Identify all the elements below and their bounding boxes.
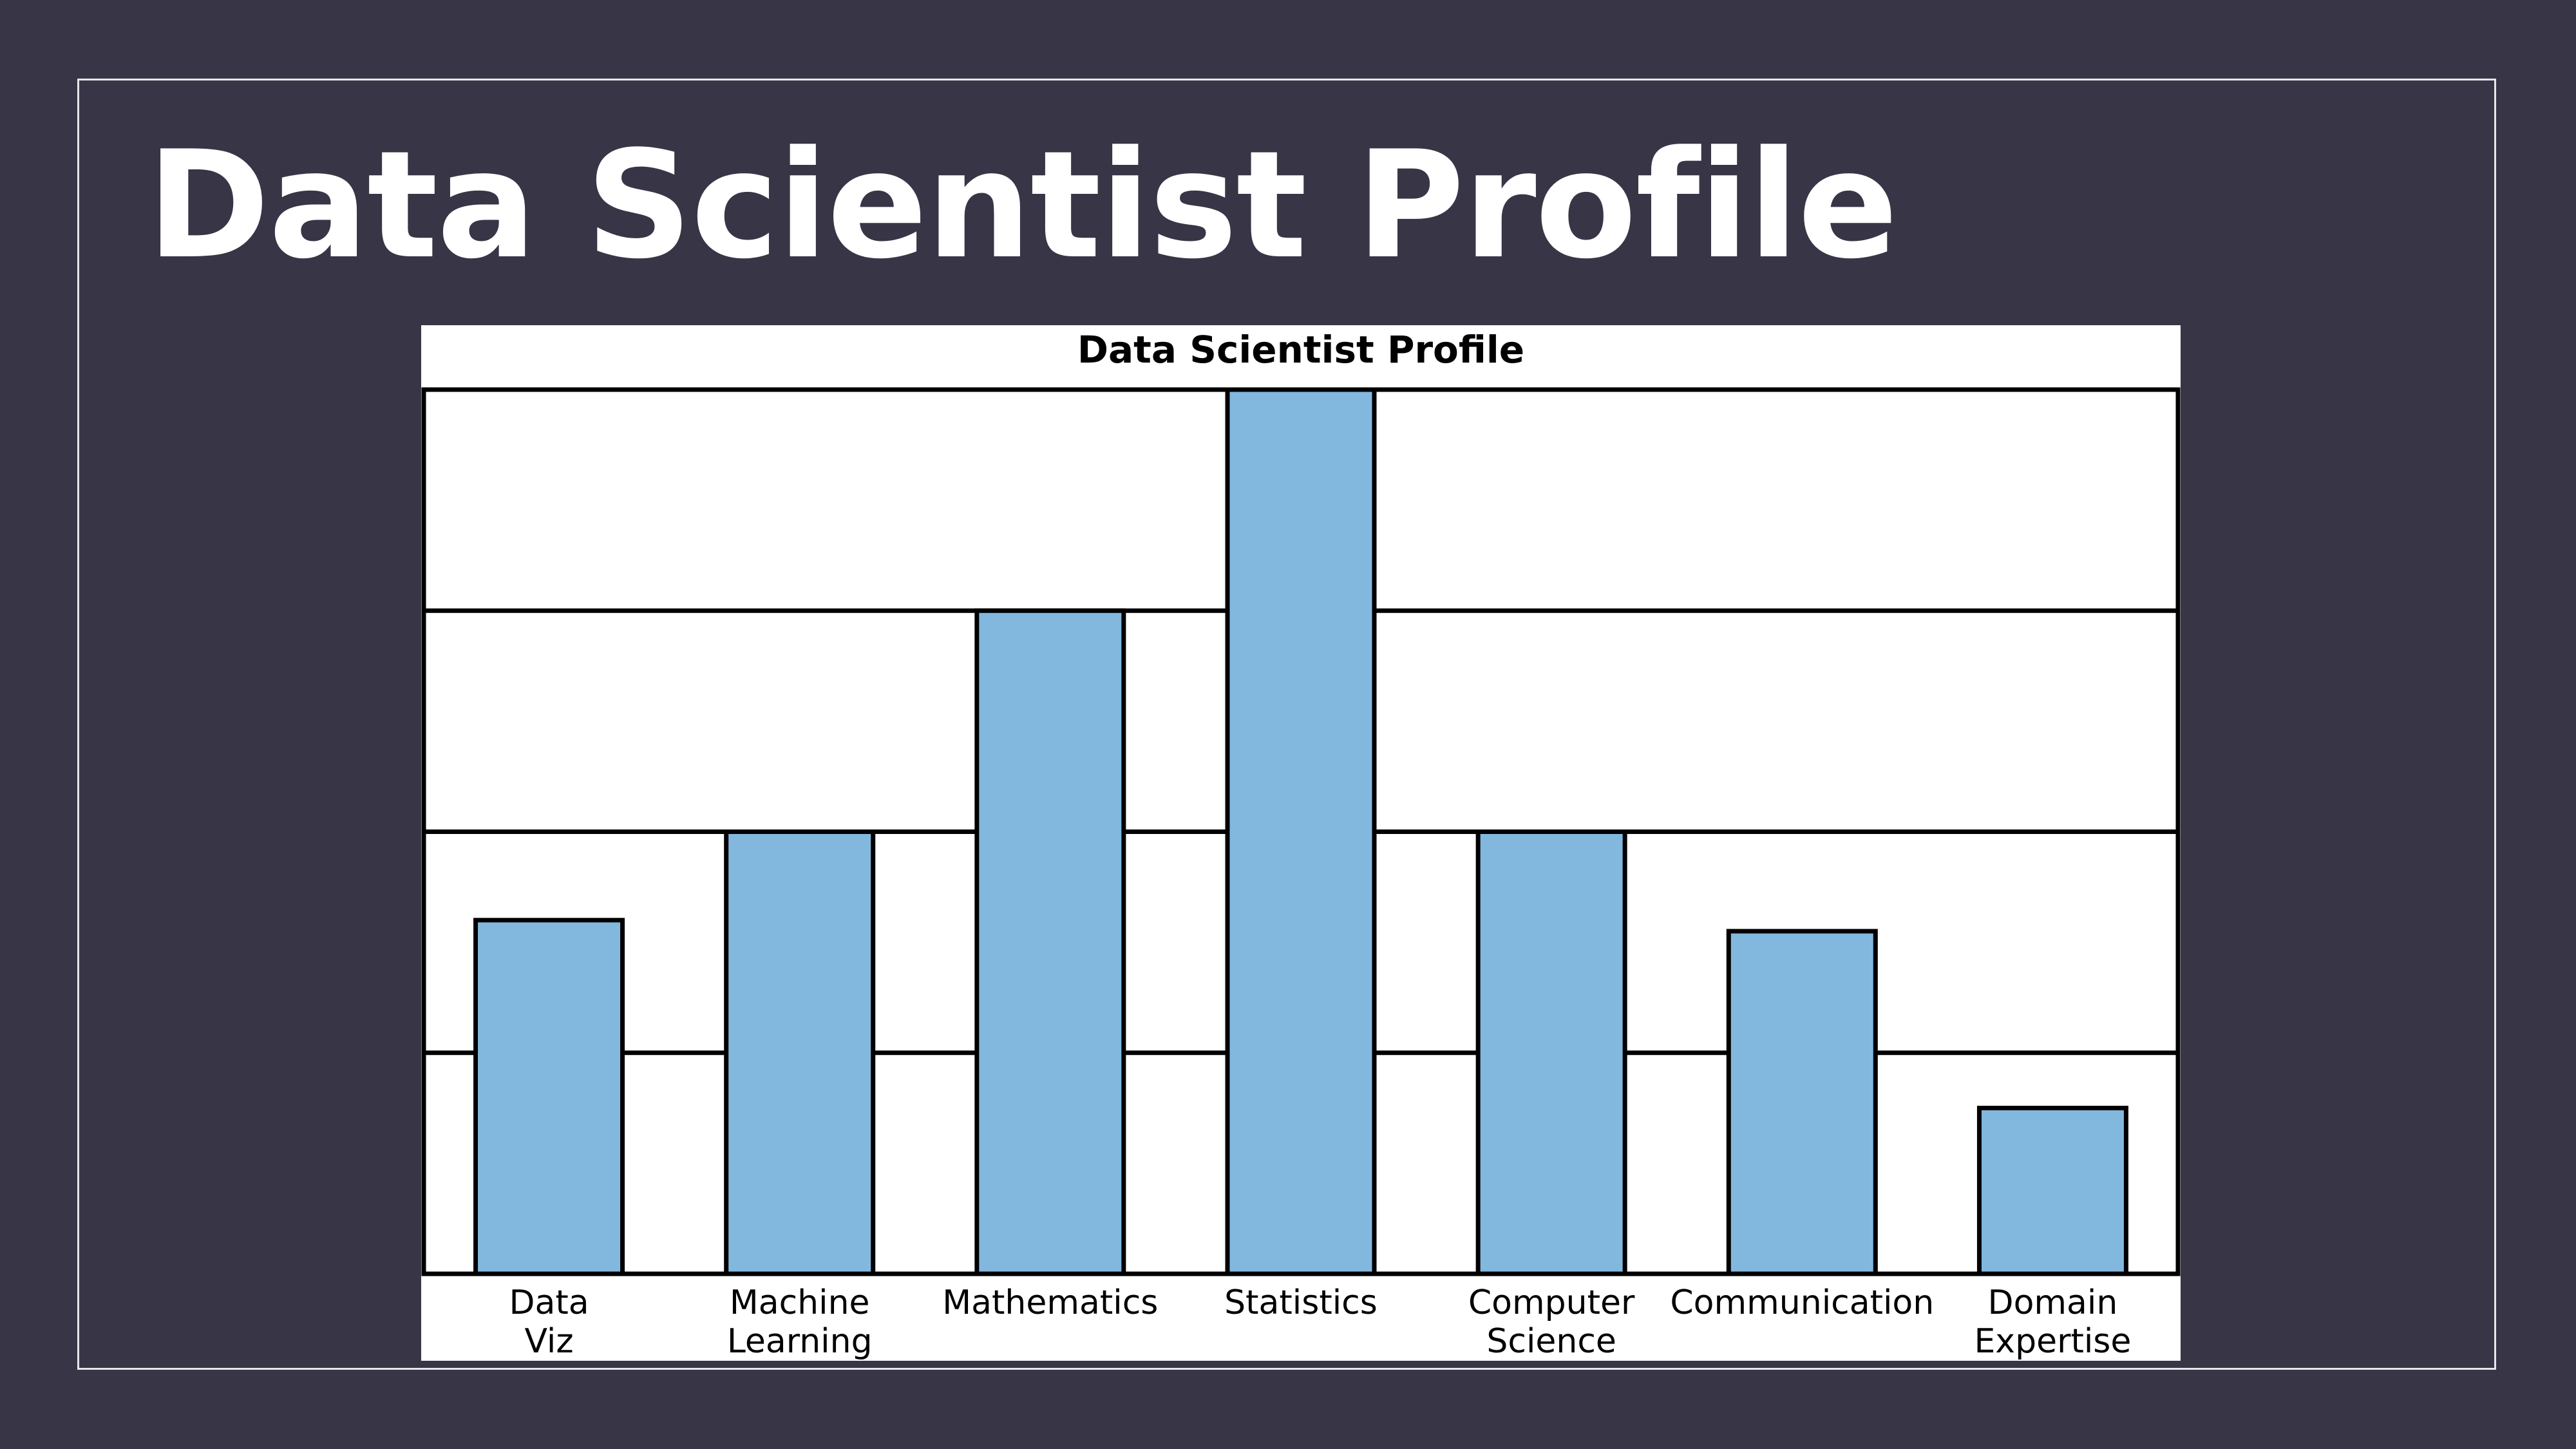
chart-title: Data Scientist Profile bbox=[1077, 328, 1524, 372]
x-tick-label: Machine bbox=[730, 1283, 870, 1322]
x-tick-label: Mathematics bbox=[942, 1283, 1158, 1322]
chart-image: Data Scientist Profile Data Viz Machine Lea… bbox=[421, 325, 2181, 1361]
x-tick-label: Data bbox=[509, 1283, 589, 1322]
x-tick-label: Statistics bbox=[1224, 1283, 1378, 1322]
bar bbox=[473, 918, 625, 1276]
x-tick-label: Science bbox=[1486, 1322, 1616, 1361]
bar bbox=[1475, 829, 1627, 1276]
bar bbox=[1726, 929, 1878, 1276]
bar bbox=[974, 608, 1126, 1276]
x-tick-label: Learning bbox=[727, 1322, 873, 1361]
slide-title: Data Scientist Profile bbox=[147, 120, 1898, 292]
bar bbox=[1225, 387, 1377, 1276]
x-tick-label: Communication bbox=[1670, 1283, 1934, 1322]
x-tick-label: Expertise bbox=[1974, 1322, 2131, 1361]
slide-frame bbox=[77, 79, 2496, 1370]
bars bbox=[473, 387, 2128, 1276]
plot-area-border bbox=[421, 387, 2181, 1276]
x-tick-label: Viz bbox=[524, 1322, 573, 1361]
x-tick-label: Domain bbox=[1988, 1283, 2118, 1322]
x-tick-label: Computer bbox=[1468, 1283, 1635, 1322]
bar bbox=[724, 829, 876, 1276]
bar bbox=[1976, 1106, 2128, 1276]
